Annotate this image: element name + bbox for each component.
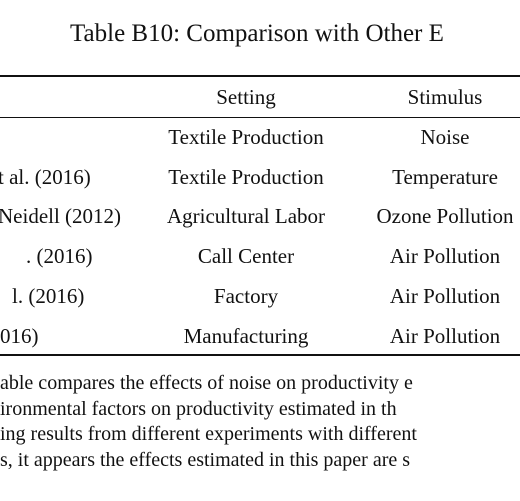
top-rule [0,75,520,77]
study-cell: . (2016) [26,244,93,269]
header-cell: Setting [216,85,276,109]
stimulus-cell: Air Pollution [389,244,501,269]
stimulus-cell: Noise [420,125,470,149]
stimulus-cell: Temperature [392,164,498,189]
note-line: able compares the effects of noise on pr… [0,372,413,394]
setting-cell: Manufacturing [183,323,309,348]
study-cell: 016) [0,323,39,348]
note-line: ing results from different experiments w… [0,423,417,446]
setting-cell: Agricultural Labor [166,204,326,229]
bottom-rule [0,354,520,356]
note-line: s, it appears the effects estimated in t… [0,449,411,472]
study-cell: t al. (2016) [0,164,91,189]
study-cell: l. (2016) [12,283,85,308]
setting-cell: Textile Production [168,125,324,149]
stimulus-cell: Air Pollution [389,323,501,348]
header-cell: Stimulus [407,85,483,109]
stimulus-cell: Air Pollution [389,283,501,308]
mid-rule [0,117,520,118]
note-line: ironmental factors on productivity estim… [0,397,397,420]
setting-cell: Textile Production [168,164,324,189]
setting-cell: Factory [213,283,279,308]
stimulus-cell: Ozone Pollution [376,204,514,229]
setting-cell: Call Center [197,244,295,269]
study-cell: Neidell (2012) [0,204,122,229]
table-title: Table B10: Comparison with Other E [70,20,444,47]
